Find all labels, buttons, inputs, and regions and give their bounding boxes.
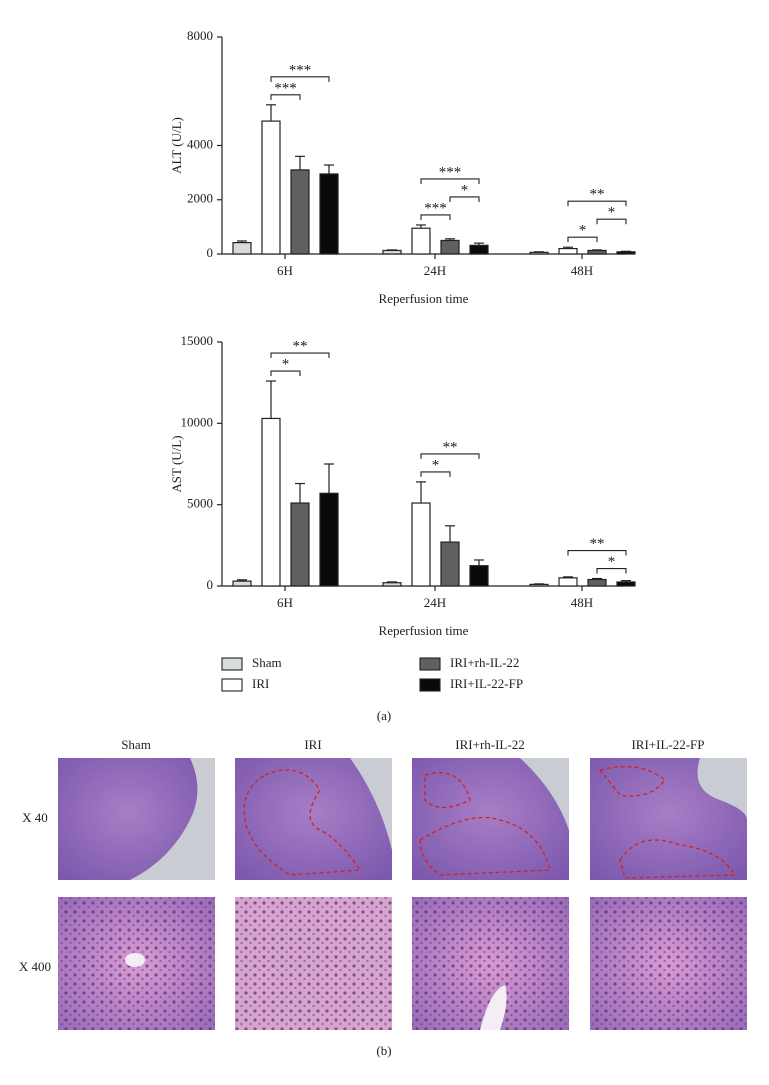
column-label: IRI	[304, 737, 321, 752]
significance-label: *	[461, 182, 469, 198]
x-tick-label: 48H	[571, 263, 593, 278]
significance-bracket	[270, 76, 330, 82]
bar	[616, 251, 636, 255]
bar	[232, 242, 252, 255]
significance-bracket	[596, 567, 627, 574]
bar	[440, 541, 460, 587]
significance-bracket	[567, 236, 598, 243]
legend-swatch	[419, 678, 441, 692]
significance-label: **	[590, 187, 605, 203]
significance-bracket	[420, 214, 451, 220]
bar	[558, 247, 578, 255]
significance-label: ***	[439, 164, 462, 180]
bar	[616, 581, 636, 587]
y-axis-label: AST (U/L)	[169, 435, 184, 492]
image-x40-fp	[590, 758, 747, 880]
column-label: IRI+IL-22-FP	[631, 737, 704, 752]
legend-label: IRI+IL-22-FP	[450, 676, 523, 691]
x-axis-label: Reperfusion time	[379, 291, 469, 306]
y-tick-label: 0	[207, 245, 214, 260]
bar	[529, 251, 549, 255]
significance-label: **	[590, 536, 605, 552]
significance-bracket	[420, 471, 451, 477]
bar	[558, 577, 578, 587]
legend-label: IRI	[252, 676, 269, 691]
bar	[290, 169, 310, 255]
image-x40-rh	[412, 758, 569, 880]
x-tick-label: 24H	[424, 595, 446, 610]
significance-bracket	[270, 370, 301, 377]
y-tick-label: 2000	[187, 191, 213, 206]
significance-label: ***	[424, 200, 447, 216]
x-tick-label: 24H	[424, 263, 446, 278]
legend-label: IRI+rh-IL-22	[450, 655, 519, 670]
bar	[469, 565, 489, 587]
bar	[411, 227, 431, 255]
y-tick-label: 5000	[187, 496, 213, 511]
significance-label: *	[282, 356, 290, 372]
bar	[440, 239, 460, 255]
significance-label: *	[579, 223, 587, 239]
bar	[261, 417, 281, 587]
y-tick-label: 15000	[181, 333, 214, 348]
significance-label: ***	[274, 80, 297, 96]
bar	[290, 502, 310, 587]
axis	[221, 37, 625, 255]
image-x40-iri	[235, 758, 392, 880]
significance-label: *	[432, 457, 440, 473]
significance-bracket	[270, 352, 330, 359]
y-tick-label: 8000	[187, 28, 213, 43]
image-x400-row	[58, 897, 747, 1030]
column-label: IRI+rh-IL-22	[455, 737, 524, 752]
y-axis-label: ALT (U/L)	[169, 117, 184, 174]
bar	[382, 582, 402, 587]
bar	[232, 580, 252, 587]
significance-bracket	[567, 549, 627, 556]
x-axis-label: Reperfusion time	[379, 623, 469, 638]
significance-label: **	[443, 439, 458, 455]
bar	[261, 120, 281, 255]
significance-label: *	[608, 205, 616, 221]
significance-bracket	[420, 453, 480, 459]
row-label: X 400	[19, 959, 51, 974]
y-tick-label: 4000	[187, 136, 213, 151]
legend-swatch	[419, 657, 441, 671]
y-tick-label: 10000	[181, 414, 214, 429]
bar	[469, 244, 489, 255]
legend-swatch	[221, 678, 243, 692]
legend-swatch	[221, 657, 243, 671]
row-label: X 40	[22, 810, 48, 825]
significance-bracket	[567, 200, 627, 207]
x-tick-label: 48H	[571, 595, 593, 610]
panel-label: (a)	[377, 708, 391, 723]
bar	[587, 578, 607, 587]
significance-bracket	[270, 94, 301, 100]
bar	[529, 583, 549, 587]
bar	[319, 492, 339, 587]
significance-label: **	[293, 338, 308, 354]
bar	[319, 173, 339, 255]
significance-label: *	[608, 554, 616, 570]
significance-label: ***	[289, 62, 312, 78]
image-x40-sham	[58, 758, 215, 880]
x-tick-label: 6H	[277, 595, 293, 610]
x-tick-label: 6H	[277, 263, 293, 278]
significance-bracket	[449, 196, 480, 202]
significance-bracket	[420, 178, 480, 184]
y-tick-label: 0	[207, 577, 214, 592]
bar	[587, 249, 607, 255]
significance-bracket	[596, 218, 627, 225]
legend-label: Sham	[252, 655, 282, 670]
histology-images	[58, 758, 747, 1030]
bar	[382, 249, 402, 255]
panel-label: (b)	[376, 1043, 391, 1058]
bar	[411, 502, 431, 587]
column-label: Sham	[121, 737, 151, 752]
